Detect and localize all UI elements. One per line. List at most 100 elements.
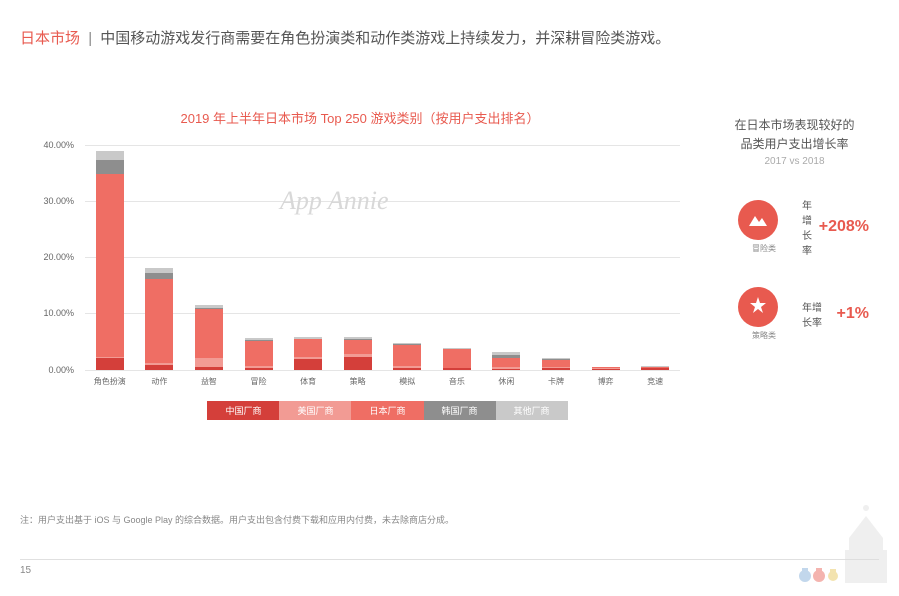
page-divider: [20, 559, 879, 560]
bar-stack: [542, 358, 570, 369]
x-tick-label: 体育: [283, 376, 333, 387]
header-divider: |: [88, 30, 92, 47]
legend-item-usa: 美国厂商: [279, 401, 351, 420]
bar-segment-china: [344, 357, 372, 369]
bar-segment-china: [641, 368, 669, 369]
side-subtitle: 2017 vs 2018: [720, 156, 869, 167]
bars-container: [85, 145, 680, 370]
x-tick-label: 角色扮演: [85, 376, 135, 387]
legend-item-china: 中国厂商: [207, 401, 279, 420]
bar-stack: [443, 348, 471, 369]
bar-segment-japan: [145, 279, 173, 363]
bar-segment-japan: [195, 309, 223, 357]
gridline: [85, 370, 680, 371]
bar-stack: [492, 352, 520, 369]
footnote: 注：用户支出基于 iOS 与 Google Play 的综合数据。用户支出包含付…: [20, 513, 454, 526]
bar-segment-china: [195, 367, 223, 369]
growth-list: 冒险类年增长率+208%策略类年增长率+1%: [720, 197, 869, 341]
growth-icon-label: 冒险类: [744, 243, 784, 254]
bar-stack: [393, 343, 421, 369]
x-tick-label: 动作: [135, 376, 185, 387]
bar-segment-china: [592, 369, 620, 370]
y-axis: 0.00%10.00%20.00%30.00%40.00%: [30, 145, 80, 370]
growth-value: +208%: [819, 218, 869, 236]
bar-segment-japan: [344, 340, 372, 354]
bar-column: [382, 343, 432, 369]
bar-segment-china: [96, 358, 124, 369]
growth-row: 冒险类 年增长率 +208%: [720, 197, 869, 257]
bar-segment-china: [393, 368, 421, 370]
bar-stack: [245, 338, 273, 370]
x-tick-label: 冒险: [234, 376, 284, 387]
content-row: 2019 年上半年日本市场 Top 250 游戏类别（按用户支出排名） App …: [0, 96, 899, 430]
bar-stack: [592, 367, 620, 370]
bar-segment-japan: [294, 339, 322, 357]
x-tick-label: 益智: [184, 376, 234, 387]
legend-item-other: 其他厂商: [496, 401, 568, 420]
growth-label: 年增长率: [802, 299, 831, 329]
growth-value: +1%: [837, 305, 869, 323]
castle-decoration: [791, 498, 891, 588]
x-axis-labels: 角色扮演动作益智冒险体育策略模拟音乐休闲卡牌博弈竞速: [85, 376, 680, 387]
legend-item-korea: 韩国厂商: [424, 401, 496, 420]
mountain-icon: [738, 200, 778, 240]
bar-segment-china: [492, 369, 520, 370]
bar-segment-usa: [195, 358, 223, 368]
side-title-line2: 品类用户支出增长率: [720, 135, 869, 154]
bar-stack: [195, 305, 223, 370]
page-header: 日本市场 | 中国移动游戏发行商需要在角色扮演类和动作类游戏上持续发力，并深耕冒…: [0, 0, 899, 51]
bar-segment-korea: [96, 160, 124, 174]
bar-column: [283, 337, 333, 369]
bar-column: [630, 366, 680, 369]
bar-segment-china: [443, 368, 471, 369]
bar-column: [85, 151, 135, 369]
x-tick-label: 卡牌: [531, 376, 581, 387]
bar-segment-china: [245, 368, 273, 369]
bar-stack: [145, 268, 173, 370]
growth-label: 年增长率: [802, 197, 813, 257]
bar-segment-china: [145, 365, 173, 370]
x-tick-label: 音乐: [432, 376, 482, 387]
bar-column: [432, 348, 482, 369]
side-panel: 在日本市场表现较好的 品类用户支出增长率 2017 vs 2018 冒险类年增长…: [700, 96, 879, 430]
bar-segment-japan: [443, 349, 471, 368]
bar-column: [135, 268, 185, 370]
bar-stack: [96, 151, 124, 369]
bar-segment-japan: [393, 345, 421, 366]
bar-column: [482, 352, 532, 369]
chart-legend: 中国厂商美国厂商日本厂商韩国厂商其他厂商: [85, 401, 690, 420]
y-tick-label: 30.00%: [43, 196, 74, 206]
side-title-line1: 在日本市场表现较好的: [720, 116, 869, 135]
bar-stack: [641, 366, 669, 369]
y-tick-label: 20.00%: [43, 252, 74, 262]
bar-segment-japan: [492, 358, 520, 368]
bar-column: [184, 305, 234, 370]
strategy-icon: [738, 287, 778, 327]
x-tick-label: 策略: [333, 376, 383, 387]
y-tick-label: 10.00%: [43, 308, 74, 318]
bar-segment-japan: [96, 174, 124, 357]
header-market: 日本市场: [20, 30, 80, 47]
chart-title: 2019 年上半年日本市场 Top 250 游戏类别（按用户支出排名）: [30, 108, 690, 127]
x-tick-label: 休闲: [482, 376, 532, 387]
bar-segment-japan: [245, 341, 273, 366]
chart-plot: 0.00%10.00%20.00%30.00%40.00%: [85, 145, 680, 370]
x-tick-label: 模拟: [382, 376, 432, 387]
bar-stack: [294, 337, 322, 369]
bar-column: [581, 367, 631, 370]
x-tick-label: 博弈: [581, 376, 631, 387]
x-tick-label: 竞速: [630, 376, 680, 387]
bar-stack: [344, 337, 372, 369]
bar-segment-other: [96, 151, 124, 159]
bar-segment-china: [542, 368, 570, 370]
bar-column: [234, 338, 284, 370]
growth-icon-label: 策略类: [744, 330, 784, 341]
y-tick-label: 0.00%: [48, 365, 74, 375]
bar-segment-japan: [542, 360, 570, 367]
bar-segment-china: [294, 359, 322, 369]
growth-row: 策略类 年增长率 +1%: [720, 287, 869, 341]
header-text: 中国移动游戏发行商需要在角色扮演类和动作类游戏上持续发力，并深耕冒险类游戏。: [100, 30, 670, 47]
legend-item-japan: 日本厂商: [351, 401, 423, 420]
chart-panel: 2019 年上半年日本市场 Top 250 游戏类别（按用户支出排名） App …: [20, 96, 700, 430]
page-number: 15: [20, 565, 31, 576]
